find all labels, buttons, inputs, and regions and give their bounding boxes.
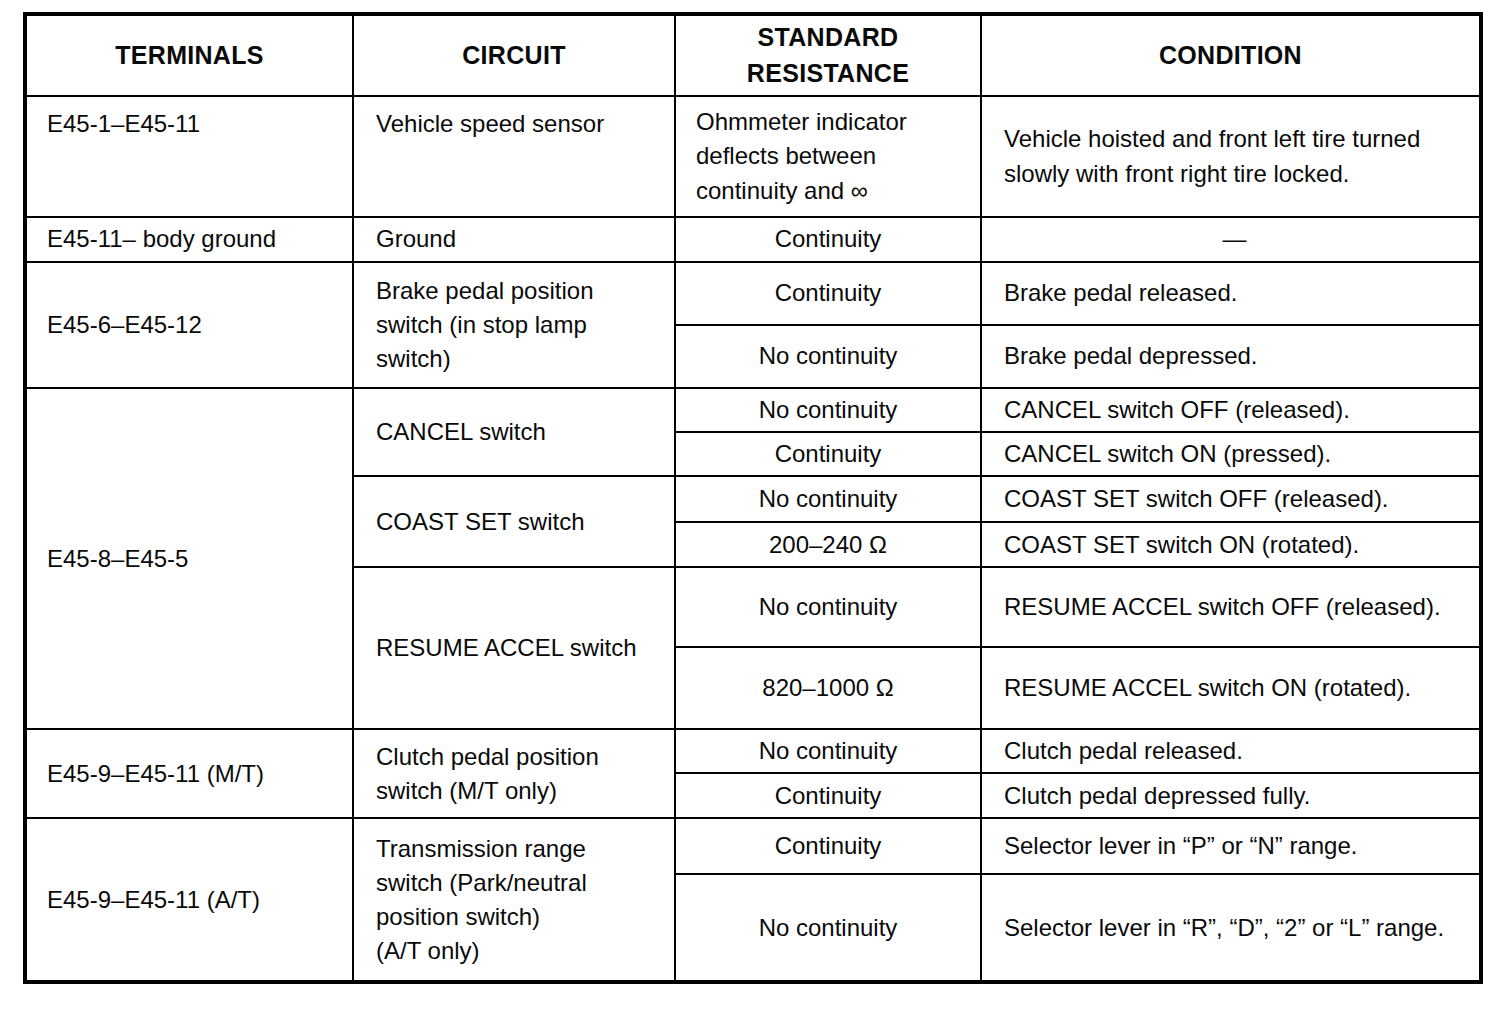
condition-cell: CANCEL switch OFF (released).	[981, 388, 1481, 432]
circuit-cell: Clutch pedal position switch (M/T only)	[353, 729, 675, 818]
table-row: E45-6–E45-12 Brake pedal position switch…	[25, 262, 1481, 325]
resistance-cell: Continuity	[675, 818, 981, 874]
resistance-cell: Continuity	[675, 432, 981, 476]
resistance-cell: 200–240 Ω	[675, 522, 981, 567]
resistance-cell: No continuity	[675, 874, 981, 982]
circuit-cell: Brake pedal position switch (in stop lam…	[353, 262, 675, 388]
terminals-cell: E45-9–E45-11 (A/T)	[25, 818, 353, 982]
circuit-cell: Ground	[353, 217, 675, 262]
table-row: E45-11– body ground Ground Continuity —	[25, 217, 1481, 262]
terminals-cell: E45-11– body ground	[25, 217, 353, 262]
table-row: E45-8–E45-5 CANCEL switch No continuity …	[25, 388, 1481, 432]
resistance-cell: 820–1000 Ω	[675, 647, 981, 729]
header-circuit: CIRCUIT	[353, 14, 675, 96]
terminals-cell: E45-6–E45-12	[25, 262, 353, 388]
header-standard-resistance: STANDARD RESISTANCE	[675, 14, 981, 96]
table-header-row: TERMINALS CIRCUIT STANDARD RESISTANCE CO…	[25, 14, 1481, 96]
circuit-cell: Transmission range switch (Park/neutral …	[353, 818, 675, 982]
terminals-cell: E45-9–E45-11 (M/T)	[25, 729, 353, 818]
condition-cell: Selector lever in “R”, “D”, “2” or “L” r…	[981, 874, 1481, 982]
condition-cell: COAST SET switch ON (rotated).	[981, 522, 1481, 567]
resistance-cell: No continuity	[675, 729, 981, 773]
circuit-cell: RESUME ACCEL switch	[353, 567, 675, 729]
resistance-cell: No continuity	[675, 567, 981, 647]
resistance-cell: Continuity	[675, 262, 981, 325]
resistance-cell: Continuity	[675, 217, 981, 262]
condition-cell: Selector lever in “P” or “N” range.	[981, 818, 1481, 874]
header-terminals: TERMINALS	[25, 14, 353, 96]
condition-cell: RESUME ACCEL switch OFF (released).	[981, 567, 1481, 647]
condition-cell: Brake pedal released.	[981, 262, 1481, 325]
table-row: E45-9–E45-11 (A/T) Transmission range sw…	[25, 818, 1481, 874]
resistance-cell: Continuity	[675, 773, 981, 818]
resistance-cell: No continuity	[675, 476, 981, 522]
header-condition: CONDITION	[981, 14, 1481, 96]
terminals-cell: E45-8–E45-5	[25, 388, 353, 729]
condition-cell: Clutch pedal released.	[981, 729, 1481, 773]
terminals-cell: E45-1–E45-11	[25, 96, 353, 217]
condition-cell: Vehicle hoisted and front left tire turn…	[981, 96, 1481, 217]
condition-cell: —	[981, 217, 1481, 262]
table-row: E45-1–E45-11 Vehicle speed sensor Ohmmet…	[25, 96, 1481, 217]
resistance-cell: No continuity	[675, 325, 981, 388]
circuit-cell: Vehicle speed sensor	[353, 96, 675, 217]
circuit-cell: CANCEL switch	[353, 388, 675, 476]
resistance-cell: No continuity	[675, 388, 981, 432]
circuit-cell: COAST SET switch	[353, 476, 675, 567]
resistance-cell: Ohmmeter indicator deflects between cont…	[675, 96, 981, 217]
terminal-resistance-table: TERMINALS CIRCUIT STANDARD RESISTANCE CO…	[23, 12, 1483, 984]
document-page: TERMINALS CIRCUIT STANDARD RESISTANCE CO…	[0, 0, 1504, 996]
condition-cell: Brake pedal depressed.	[981, 325, 1481, 388]
condition-cell: COAST SET switch OFF (released).	[981, 476, 1481, 522]
condition-cell: CANCEL switch ON (pressed).	[981, 432, 1481, 476]
table-row: E45-9–E45-11 (M/T) Clutch pedal position…	[25, 729, 1481, 773]
condition-cell: Clutch pedal depressed fully.	[981, 773, 1481, 818]
condition-cell: RESUME ACCEL switch ON (rotated).	[981, 647, 1481, 729]
